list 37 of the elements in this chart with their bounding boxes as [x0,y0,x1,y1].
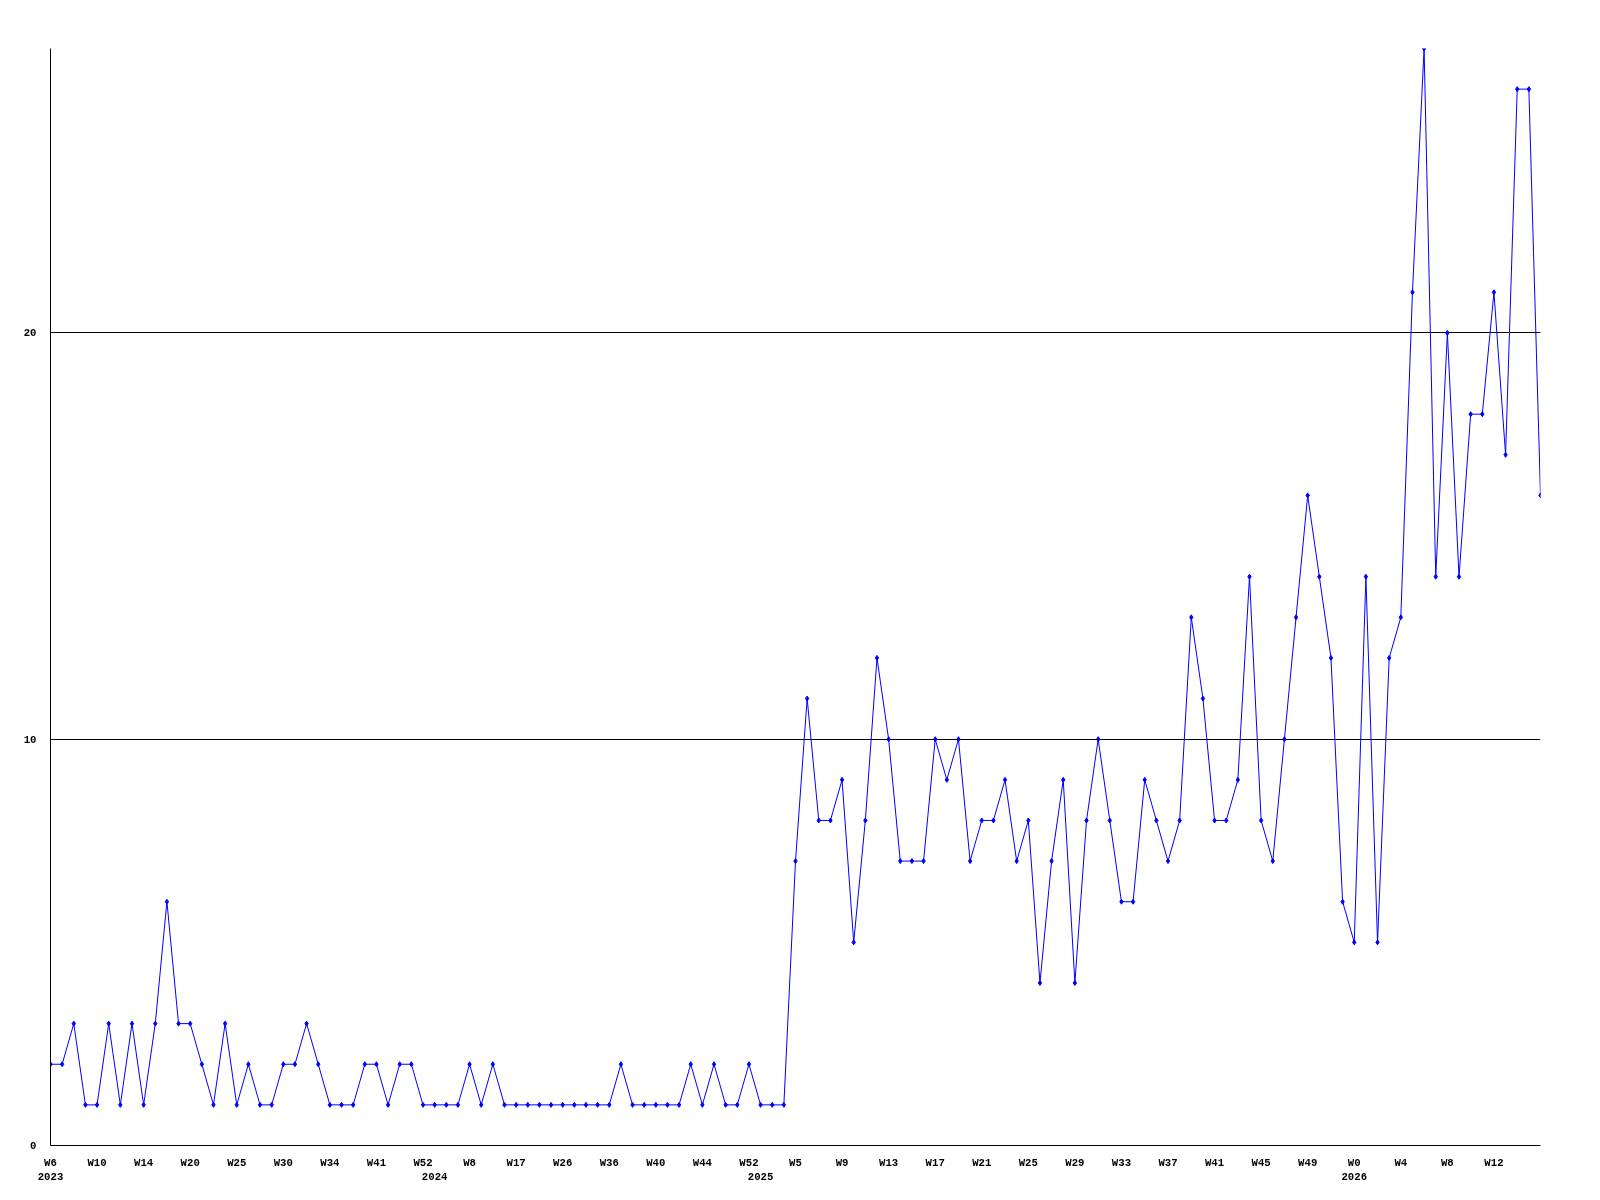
x-tick-label: W41 [1204,1156,1225,1169]
x-tick-label: W13 [879,1156,899,1169]
x-tick-label: W41 [366,1156,387,1169]
x-tick-label: W44 [692,1156,713,1169]
x-tick-label: W26 [553,1156,573,1169]
x-tick-label: W8 [463,1156,476,1169]
x-tick-label: W9 [835,1156,849,1169]
x-tick-label: W6 2023 [37,1156,64,1183]
x-tick-label: W49 [1298,1156,1318,1169]
x-tick-label: W25 [1018,1156,1038,1169]
y-tick-label: 10 [23,733,37,746]
x-tick-label: W37 [1158,1156,1178,1169]
y-tick-label: 0 [30,1140,37,1152]
x-tick-label: W5 [789,1156,802,1169]
x-tick-label: W20 [180,1156,200,1169]
x-tick-label: W45 [1251,1156,1271,1169]
x-tick-label: W30 [273,1156,293,1169]
x-tick-label: W52 [413,1156,433,1169]
x-tick-label: W17 [925,1156,945,1169]
x-tick-label: W40 [646,1156,666,1169]
x-tick-label: W12 [1484,1156,1504,1169]
y-tick-label: 20 [23,327,37,340]
x-tick-label: W29 [1065,1156,1085,1169]
x-tick-label: W52 [739,1156,759,1169]
x-tick-label: W8 [1440,1156,1454,1169]
x-tick-label: W4 [1394,1156,1408,1169]
x-tick-label: W14 [134,1156,154,1169]
x-tick-label: 2024 [421,1170,449,1183]
x-tick-label: W17 [506,1156,526,1169]
x-tick-label: W25 [227,1156,247,1169]
x-tick-label: W36 [599,1156,619,1169]
x-tick-label: W33 [1111,1156,1132,1169]
x-tick-label: W10 [87,1156,107,1169]
x-tick-label: W21 [972,1156,992,1169]
x-tick-label: 2025 [747,1170,774,1183]
x-tick-label: W0 2026 [1341,1156,1368,1183]
x-tick-label: W34 [320,1156,341,1169]
